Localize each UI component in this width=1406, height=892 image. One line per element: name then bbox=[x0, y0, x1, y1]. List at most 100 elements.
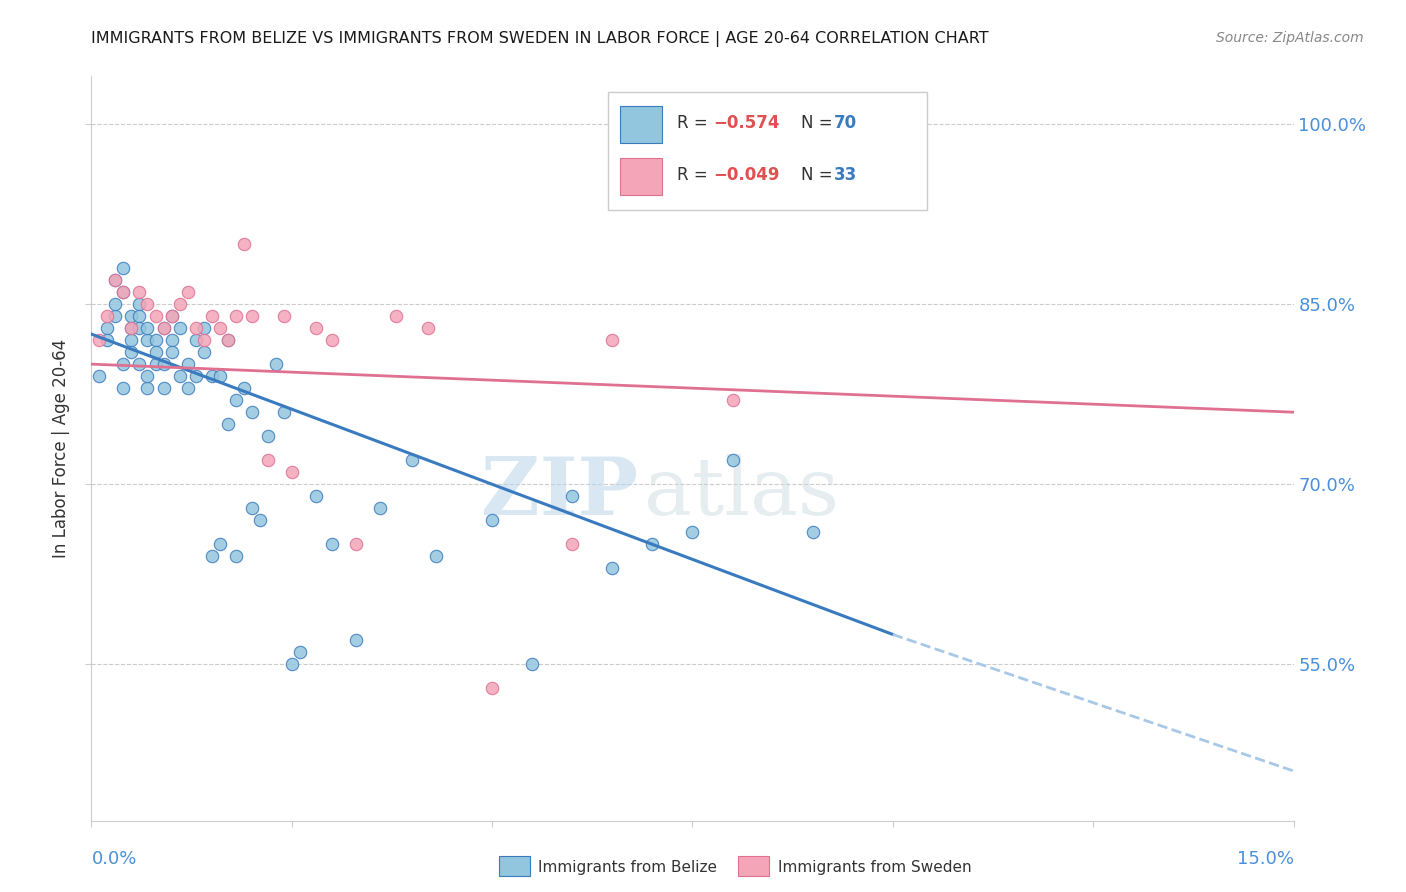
Text: R =: R = bbox=[676, 166, 713, 184]
Point bbox=[481, 513, 503, 527]
Point bbox=[232, 237, 254, 252]
Text: ZIP: ZIP bbox=[481, 454, 638, 532]
Text: 70: 70 bbox=[834, 114, 858, 132]
Point bbox=[217, 417, 239, 432]
Point bbox=[344, 537, 367, 551]
Point bbox=[281, 657, 304, 672]
Point bbox=[169, 297, 191, 311]
Point bbox=[176, 357, 198, 371]
Point bbox=[321, 333, 343, 347]
Point bbox=[121, 345, 143, 359]
Point bbox=[112, 260, 135, 275]
Point bbox=[184, 333, 207, 347]
Point bbox=[89, 369, 111, 384]
FancyBboxPatch shape bbox=[609, 92, 927, 210]
Point bbox=[368, 501, 391, 516]
Point bbox=[288, 645, 311, 659]
Point bbox=[225, 309, 247, 323]
Point bbox=[281, 465, 304, 479]
Point bbox=[176, 285, 198, 299]
Point bbox=[602, 333, 624, 347]
Text: atlas: atlas bbox=[644, 454, 839, 532]
Point bbox=[561, 489, 583, 503]
Text: −0.574: −0.574 bbox=[713, 114, 779, 132]
Point bbox=[160, 309, 183, 323]
Point bbox=[160, 309, 183, 323]
Point bbox=[201, 549, 224, 564]
Point bbox=[721, 453, 744, 467]
Point bbox=[240, 501, 263, 516]
Text: N =: N = bbox=[800, 166, 838, 184]
Text: 33: 33 bbox=[834, 166, 858, 184]
Point bbox=[240, 309, 263, 323]
Bar bbox=[620, 158, 662, 195]
Point bbox=[305, 489, 328, 503]
Point bbox=[121, 321, 143, 335]
Text: Source: ZipAtlas.com: Source: ZipAtlas.com bbox=[1216, 31, 1364, 45]
Point bbox=[128, 321, 150, 335]
Point bbox=[232, 381, 254, 395]
Point bbox=[145, 357, 167, 371]
Point bbox=[104, 273, 127, 287]
Point bbox=[184, 369, 207, 384]
Point bbox=[176, 381, 198, 395]
Point bbox=[193, 333, 215, 347]
Point bbox=[641, 537, 664, 551]
Text: 0.0%: 0.0% bbox=[91, 850, 136, 869]
Bar bbox=[620, 105, 662, 143]
Point bbox=[385, 309, 408, 323]
Point bbox=[152, 381, 174, 395]
Point bbox=[89, 333, 111, 347]
Point bbox=[208, 369, 231, 384]
Point bbox=[121, 333, 143, 347]
Point bbox=[96, 321, 118, 335]
Point bbox=[128, 297, 150, 311]
Point bbox=[225, 549, 247, 564]
Point bbox=[217, 333, 239, 347]
Point bbox=[104, 297, 127, 311]
Point bbox=[136, 333, 159, 347]
Point bbox=[240, 405, 263, 419]
Point bbox=[128, 357, 150, 371]
Point bbox=[104, 309, 127, 323]
Point bbox=[321, 537, 343, 551]
Point bbox=[169, 321, 191, 335]
Point bbox=[305, 321, 328, 335]
Point bbox=[104, 273, 127, 287]
Point bbox=[208, 321, 231, 335]
Point bbox=[136, 369, 159, 384]
Point bbox=[160, 333, 183, 347]
Point bbox=[96, 309, 118, 323]
Point bbox=[256, 453, 278, 467]
Point bbox=[136, 381, 159, 395]
Point bbox=[425, 549, 447, 564]
Point bbox=[522, 657, 544, 672]
Point bbox=[96, 333, 118, 347]
Point bbox=[217, 333, 239, 347]
Point bbox=[264, 357, 287, 371]
Point bbox=[112, 285, 135, 299]
Point bbox=[841, 117, 863, 131]
Point bbox=[273, 405, 295, 419]
Point bbox=[256, 429, 278, 443]
Point bbox=[121, 321, 143, 335]
Point bbox=[145, 333, 167, 347]
Point bbox=[112, 285, 135, 299]
Point bbox=[401, 453, 423, 467]
Point bbox=[801, 525, 824, 540]
Point bbox=[112, 381, 135, 395]
Point bbox=[193, 345, 215, 359]
Point bbox=[481, 681, 503, 696]
Text: IMMIGRANTS FROM BELIZE VS IMMIGRANTS FROM SWEDEN IN LABOR FORCE | AGE 20-64 CORR: IMMIGRANTS FROM BELIZE VS IMMIGRANTS FRO… bbox=[91, 31, 988, 47]
Point bbox=[136, 321, 159, 335]
Point bbox=[721, 393, 744, 408]
Y-axis label: In Labor Force | Age 20-64: In Labor Force | Age 20-64 bbox=[52, 339, 70, 558]
Point bbox=[169, 369, 191, 384]
Point bbox=[416, 321, 439, 335]
Point bbox=[602, 561, 624, 575]
Point bbox=[249, 513, 271, 527]
Point bbox=[681, 525, 703, 540]
Point bbox=[208, 537, 231, 551]
Point bbox=[121, 309, 143, 323]
Point bbox=[128, 309, 150, 323]
